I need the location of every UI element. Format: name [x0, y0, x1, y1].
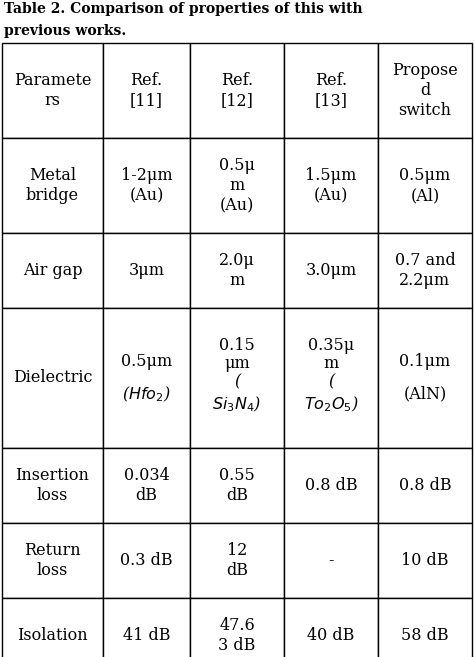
Text: Return
loss: Return loss: [24, 542, 81, 579]
Text: Ref.
[13]: Ref. [13]: [315, 72, 347, 109]
Bar: [378, 233, 472, 308]
Text: m: m: [323, 355, 338, 373]
Text: Propose
d
switch: Propose d switch: [392, 62, 458, 120]
Bar: [2, 598, 103, 657]
Text: μm: μm: [224, 355, 250, 373]
Bar: [190, 523, 284, 598]
Text: 0.5μm
(Al): 0.5μm (Al): [400, 167, 451, 204]
Bar: [378, 598, 472, 657]
Text: Air gap: Air gap: [23, 262, 82, 279]
Text: ($Hfo_2$): ($Hfo_2$): [122, 384, 171, 403]
Bar: [103, 523, 190, 598]
Text: 3μm: 3μm: [128, 262, 164, 279]
Text: -: -: [328, 552, 334, 569]
Text: 0.55
dB: 0.55 dB: [219, 467, 255, 504]
Bar: [284, 43, 378, 138]
Text: 0.7 and
2.2μm: 0.7 and 2.2μm: [395, 252, 456, 289]
Bar: [2, 233, 103, 308]
Text: 0.15: 0.15: [219, 338, 255, 355]
Text: Metal
bridge: Metal bridge: [26, 167, 79, 204]
Text: 12
dB: 12 dB: [226, 542, 248, 579]
Text: 1-2μm
(Au): 1-2μm (Au): [121, 167, 173, 204]
Text: $Si_3N_4$): $Si_3N_4$): [212, 394, 262, 414]
Text: 0.5μ
m
(Au): 0.5μ m (Au): [219, 157, 255, 214]
Bar: [378, 138, 472, 233]
Text: Ref.
[12]: Ref. [12]: [220, 72, 254, 109]
Text: 58 dB: 58 dB: [401, 627, 449, 644]
Text: $To_2O_5$): $To_2O_5$): [303, 394, 358, 414]
Text: 41 dB: 41 dB: [123, 627, 170, 644]
Bar: [2, 308, 103, 448]
Text: 0.1μm: 0.1μm: [400, 353, 451, 371]
Bar: [378, 448, 472, 523]
Text: 0.35μ: 0.35μ: [308, 338, 354, 355]
Bar: [190, 598, 284, 657]
Text: Table 2. Comparison of properties of this with: Table 2. Comparison of properties of thi…: [4, 2, 363, 16]
Text: (AlN): (AlN): [403, 386, 447, 403]
Bar: [284, 138, 378, 233]
Text: 0.5μm: 0.5μm: [121, 353, 172, 371]
Text: 10 dB: 10 dB: [401, 552, 449, 569]
Bar: [378, 43, 472, 138]
Text: (: (: [234, 373, 240, 390]
Text: 0.3 dB: 0.3 dB: [120, 552, 173, 569]
Bar: [378, 523, 472, 598]
Text: previous works.: previous works.: [4, 24, 126, 38]
Bar: [2, 523, 103, 598]
Bar: [103, 448, 190, 523]
Text: 0.8 dB: 0.8 dB: [399, 477, 451, 494]
Bar: [103, 308, 190, 448]
Bar: [103, 233, 190, 308]
Bar: [190, 448, 284, 523]
Bar: [190, 308, 284, 448]
Bar: [284, 448, 378, 523]
Bar: [190, 233, 284, 308]
Text: Paramete
rs: Paramete rs: [14, 72, 91, 109]
Bar: [103, 598, 190, 657]
Text: 1.5μm
(Au): 1.5μm (Au): [305, 167, 357, 204]
Text: 0.034
dB: 0.034 dB: [124, 467, 169, 504]
Bar: [284, 233, 378, 308]
Bar: [103, 138, 190, 233]
Text: (: (: [328, 373, 334, 390]
Text: 2.0μ
m: 2.0μ m: [219, 252, 255, 289]
Bar: [2, 448, 103, 523]
Bar: [2, 138, 103, 233]
Bar: [2, 43, 103, 138]
Text: 47.6
3 dB: 47.6 3 dB: [219, 617, 255, 654]
Text: 3.0μm: 3.0μm: [305, 262, 356, 279]
Bar: [103, 43, 190, 138]
Bar: [284, 523, 378, 598]
Bar: [284, 598, 378, 657]
Text: 40 dB: 40 dB: [307, 627, 355, 644]
Bar: [190, 43, 284, 138]
Bar: [284, 308, 378, 448]
Text: Isolation: Isolation: [17, 627, 88, 644]
Text: 0.8 dB: 0.8 dB: [305, 477, 357, 494]
Bar: [378, 308, 472, 448]
Text: Ref.
[11]: Ref. [11]: [130, 72, 163, 109]
Text: Dielectric: Dielectric: [13, 369, 92, 386]
Bar: [190, 138, 284, 233]
Text: Insertion
loss: Insertion loss: [16, 467, 90, 504]
